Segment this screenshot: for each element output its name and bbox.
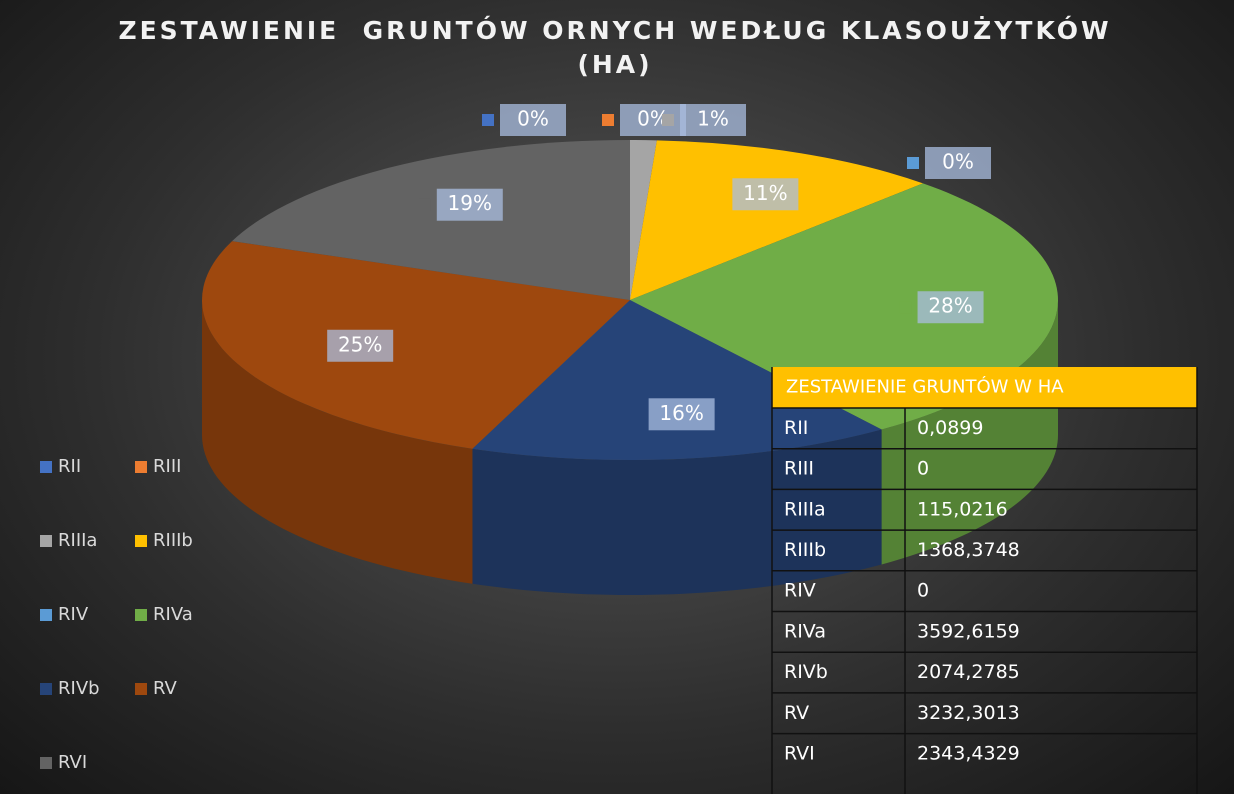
- value-label-key: [418, 198, 431, 211]
- slice-side: [472, 429, 882, 595]
- legend-key: [135, 535, 147, 547]
- table-cell: RIIIb: [784, 539, 826, 561]
- table-header: [772, 367, 1197, 408]
- chart-title: ZESTAWIENIE GRUNTÓW ORNYCH WEDŁUG KLASOU…: [118, 16, 1124, 79]
- slice: [201, 241, 630, 449]
- legend-label: RIVa: [153, 604, 193, 625]
- value-label-key: [907, 157, 919, 169]
- legend-key: [135, 609, 147, 621]
- legend-label: RV: [153, 678, 178, 699]
- table-cell: RIVb: [784, 661, 828, 683]
- value-label: 0%: [517, 107, 549, 131]
- table-cell: 3232,3013: [917, 702, 1020, 724]
- legend-key: [40, 461, 52, 473]
- table-cell: 0: [917, 580, 929, 602]
- value-label-key: [714, 188, 727, 201]
- legend-label: RIIIb: [153, 530, 193, 551]
- slice-side: [202, 300, 473, 584]
- value-label-box: [732, 178, 799, 211]
- value-label: 16%: [659, 401, 703, 425]
- value-label: 0%: [942, 150, 974, 174]
- value-label-box: [500, 104, 566, 136]
- table-cell: RIVa: [784, 620, 826, 642]
- table-cell: RIII: [784, 458, 814, 480]
- value-label-box: [620, 104, 686, 136]
- table-cell: RIIIa: [784, 498, 826, 520]
- slice-side: [881, 300, 1058, 565]
- value-label-box: [648, 398, 715, 431]
- legend-key: [135, 461, 147, 473]
- slice: [630, 140, 657, 300]
- value-label-key: [309, 339, 322, 352]
- table-cell: RV: [784, 702, 809, 724]
- value-label-key: [482, 114, 494, 126]
- value-label: 1%: [697, 107, 729, 131]
- value-label-key: [602, 114, 614, 126]
- legend-label: RIV: [58, 604, 89, 625]
- legend-key: [135, 683, 147, 695]
- table-cell: 2343,4329: [917, 742, 1020, 764]
- legend-label: RII: [58, 456, 81, 477]
- table-cell: 0: [917, 458, 929, 480]
- table-cell: 115,0216: [917, 498, 1008, 520]
- table-cell: RII: [784, 417, 808, 439]
- table-cell: 2074,2785: [917, 661, 1020, 683]
- value-label-box: [680, 104, 746, 136]
- table-cell: RVI: [784, 742, 815, 764]
- table-cell: 0,0899: [917, 417, 983, 439]
- table-cell: 1368,3748: [917, 539, 1020, 561]
- slice: [472, 300, 882, 460]
- table-cell: RIV: [784, 580, 816, 602]
- value-label: 19%: [448, 191, 492, 215]
- legend-key: [40, 683, 52, 695]
- value-label-key: [662, 114, 674, 126]
- value-label-box: [917, 291, 984, 324]
- slice: [232, 140, 630, 300]
- slice: [630, 140, 923, 300]
- table-title: ZESTAWIENIE GRUNTÓW W HA: [786, 376, 1064, 398]
- legend-label: RVI: [58, 752, 87, 773]
- value-label-key: [630, 408, 643, 421]
- legend-key: [40, 535, 52, 547]
- table-cell: 3592,6159: [917, 620, 1020, 642]
- legend-label: RIIIa: [58, 530, 97, 551]
- value-label-box: [925, 147, 991, 179]
- legend-key: [40, 609, 52, 621]
- value-label: 11%: [743, 181, 787, 205]
- legend-label: RIVb: [58, 678, 100, 699]
- value-label-key: [899, 301, 912, 314]
- legend-label: RIII: [153, 456, 181, 477]
- legend-key: [40, 757, 52, 769]
- value-label: 28%: [928, 294, 972, 318]
- value-label-box: [436, 188, 503, 221]
- value-label: 25%: [338, 332, 382, 356]
- value-label-box: [327, 329, 394, 362]
